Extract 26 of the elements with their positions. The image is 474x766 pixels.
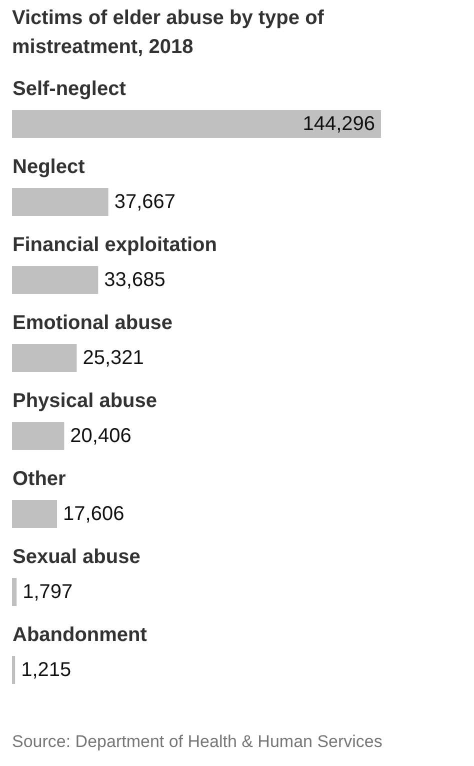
data-label: 25,321: [82, 347, 144, 369]
bar: [12, 110, 381, 138]
bar: [12, 578, 17, 606]
chart-title: Victims of elder abuse by type of mistreatment, 2018: [12, 6, 325, 60]
data-label: 1,215: [21, 659, 72, 681]
source-note: Source: Department of Health & Human Services: [12, 732, 382, 752]
data-label: 20,406: [70, 425, 132, 447]
y-tick-label: Neglect: [12, 156, 86, 178]
y-tick-label: Financial exploitation: [12, 234, 217, 256]
data-label: 17,606: [63, 503, 124, 525]
y-tick-label: Sexual abuse: [12, 546, 140, 568]
bar: [12, 422, 64, 450]
y-tick-label: Self-neglect: [12, 78, 126, 100]
bar: [12, 266, 98, 294]
bar: [12, 188, 108, 216]
bar: [12, 344, 77, 372]
data-label: 33,685: [104, 269, 166, 291]
y-tick-label: Other: [12, 468, 66, 490]
data-label: 37,667: [114, 191, 176, 213]
data-label: 1,797: [22, 581, 73, 603]
y-tick-label: Physical abuse: [12, 390, 158, 412]
data-label: 144,296: [302, 113, 375, 135]
bar: [12, 500, 58, 528]
y-tick-label: Abandonment: [12, 624, 148, 646]
bar: [12, 656, 16, 684]
y-tick-label: Emotional abuse: [12, 312, 173, 334]
